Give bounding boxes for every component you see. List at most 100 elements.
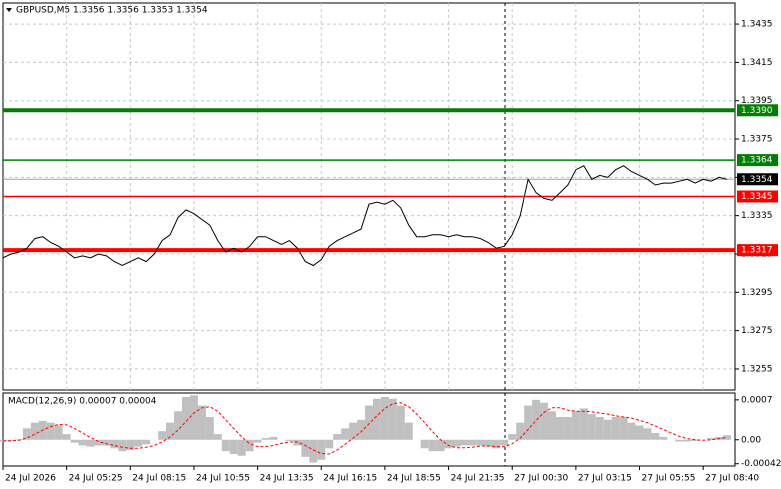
histogram-bar: [341, 428, 350, 440]
histogram-bar: [500, 439, 509, 446]
histogram-bar: [484, 439, 493, 447]
histogram-bar: [460, 439, 469, 446]
histogram-bar: [126, 439, 135, 451]
y-tick-label: 1.3395: [741, 96, 773, 106]
histogram-bar: [651, 432, 660, 440]
histogram-bar: [492, 439, 501, 449]
histogram-bar: [444, 439, 453, 449]
y-tick-label: -0.00042: [741, 459, 781, 469]
x-tick-label: 27 Jul 00:30: [514, 474, 568, 484]
histogram-bar: [118, 439, 127, 452]
x-tick-label: 27 Jul 03:15: [578, 474, 632, 484]
histogram-bar: [86, 439, 95, 447]
x-tick-label: 24 Jul 16:15: [323, 474, 377, 484]
current-price-label: 1.3354: [741, 175, 773, 185]
histogram-bar: [627, 422, 636, 440]
histogram-bar: [102, 439, 111, 446]
histogram-bar: [166, 422, 175, 440]
histogram-bar: [189, 395, 198, 440]
histogram-bar: [563, 416, 572, 440]
histogram-bar: [595, 416, 604, 440]
histogram-bar: [134, 439, 143, 447]
y-tick-label: 1.3275: [741, 326, 773, 336]
histogram-bar: [269, 436, 278, 440]
macd-title: MACD(12,26,9) 0.00007 0.00004: [8, 397, 157, 407]
histogram-bar: [635, 425, 644, 440]
histogram-bar: [317, 439, 326, 460]
histogram-bar: [468, 439, 477, 446]
x-tick-label: 27 Jul 05:55: [642, 474, 696, 484]
histogram-bar: [197, 405, 206, 440]
histogram-bar: [452, 439, 461, 447]
histogram-bar: [110, 439, 119, 449]
histogram-bar: [301, 439, 310, 457]
x-tick-label: 27 Jul 08:40: [705, 474, 759, 484]
price-line: [2, 165, 728, 267]
histogram-bar: [532, 399, 541, 440]
histogram-bar: [372, 398, 381, 440]
level-label-box: [737, 190, 778, 203]
histogram-bar: [603, 419, 612, 440]
histogram-bar: [293, 439, 302, 446]
histogram-bar: [579, 408, 588, 440]
x-tick-label: 24 Jul 08:15: [132, 474, 186, 484]
y-tick-label: 1.3295: [741, 288, 773, 298]
histogram-bar: [349, 422, 358, 440]
y-tick-label: 0.0007: [741, 395, 773, 405]
histogram-bar: [659, 436, 668, 440]
histogram-bar: [524, 405, 533, 440]
x-tick-label: 24 Jul 2026: [5, 474, 56, 484]
chart-title: GBPUSD,M5 1.3356 1.3356 1.3353 1.3354: [16, 6, 208, 16]
histogram-bar: [221, 439, 230, 452]
histogram-bar: [229, 439, 238, 455]
histogram-bar: [675, 439, 684, 442]
histogram-bar: [142, 439, 151, 445]
histogram-bar: [476, 439, 485, 446]
histogram-bar: [540, 402, 549, 440]
histogram-bar: [643, 428, 652, 440]
histogram-bar: [174, 411, 183, 440]
x-tick-label: 24 Jul 21:35: [451, 474, 505, 484]
level-label-box: [737, 104, 778, 117]
histogram-bar: [22, 428, 31, 440]
histogram-bar: [571, 411, 580, 440]
histogram-bar: [611, 416, 620, 440]
menu-arrow[interactable]: [6, 8, 12, 12]
histogram-bar: [285, 439, 294, 441]
x-tick-label: 24 Jul 18:55: [387, 474, 441, 484]
histogram-bar: [587, 414, 596, 440]
histogram-bar: [365, 405, 373, 440]
histogram-bar: [396, 405, 405, 440]
y-tick-label: 1.3415: [741, 58, 773, 68]
histogram-bar: [333, 434, 342, 440]
current-price-box: [737, 173, 778, 186]
histogram-bar: [683, 439, 692, 442]
histogram-bar: [723, 435, 732, 440]
histogram-bar: [325, 439, 334, 449]
histogram-bar: [182, 396, 190, 440]
y-tick-label: 1.3335: [741, 211, 773, 221]
histogram-bar: [428, 439, 437, 452]
level-label: 1.3390: [741, 106, 773, 116]
histogram-bar: [46, 422, 55, 440]
histogram-bar: [62, 434, 71, 440]
histogram-bar: [54, 425, 63, 440]
histogram-bar: [508, 434, 517, 440]
histogram-bar: [619, 416, 628, 440]
histogram-bar: [94, 439, 103, 446]
histogram-bar: [516, 422, 525, 440]
histogram-bar: [237, 439, 246, 456]
level-label-box: [737, 244, 778, 257]
x-tick-label: 24 Jul 05:25: [69, 474, 123, 484]
x-tick-label: 24 Jul 10:55: [196, 474, 250, 484]
histogram-bar: [6, 439, 15, 441]
y-tick-label: 0.00: [741, 435, 761, 445]
histogram-bar: [388, 398, 397, 440]
histogram-bar: [70, 439, 79, 443]
histogram-bar: [261, 438, 270, 440]
histogram-bar: [380, 396, 389, 440]
histogram-bar: [14, 439, 23, 440]
level-label: 1.3364: [741, 156, 773, 166]
